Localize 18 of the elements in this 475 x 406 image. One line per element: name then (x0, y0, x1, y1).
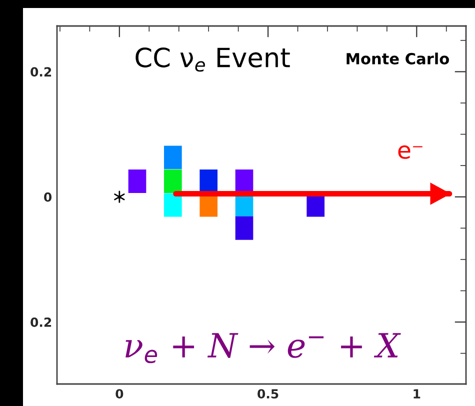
y-tick-label: 0.2 (30, 318, 52, 327)
point (200, 169, 218, 193)
y-tick-label: 0 (44, 192, 52, 202)
point (235, 216, 254, 240)
x-tick-label: 1 (414, 389, 420, 398)
point (235, 169, 254, 193)
point (164, 193, 182, 217)
annotation: ν$_{e}$ + N → e$^{−}$ + X (126, 333, 401, 364)
point (128, 169, 146, 193)
point (164, 169, 182, 193)
text: Monte Carlo (346, 52, 449, 64)
x-tick-label: 0.5 (258, 389, 278, 399)
y-tick-label: 0.2 (30, 67, 52, 77)
text: CC ν$_{e}$ Event (136, 48, 290, 72)
series-label: e⁻ (398, 145, 422, 159)
point (114, 190, 125, 203)
x-tick-label: 0 (116, 389, 124, 399)
point (164, 146, 182, 170)
